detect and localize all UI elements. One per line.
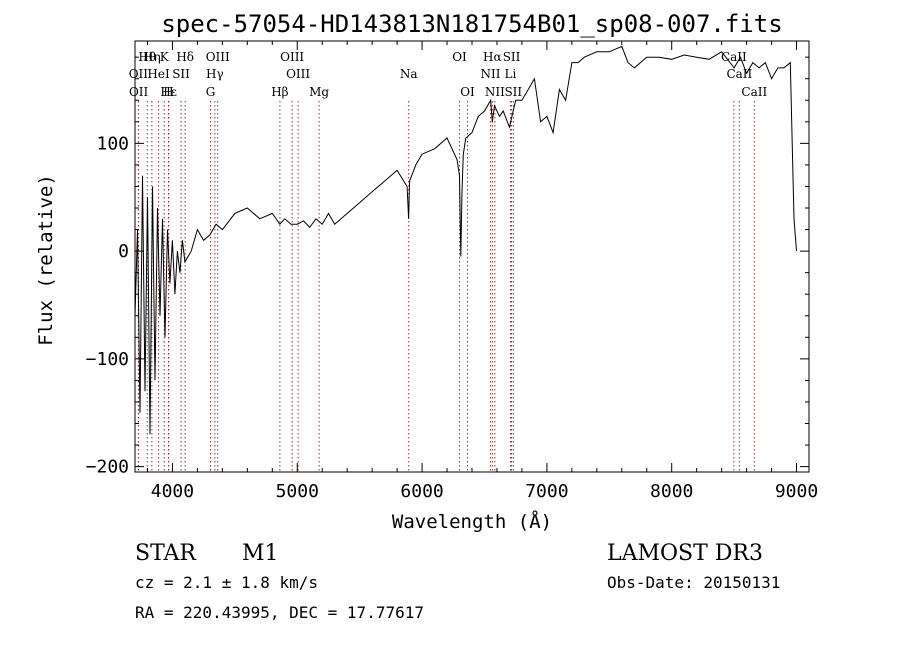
spectral-line-label: SII [504, 85, 522, 99]
object-type: STAR [135, 541, 197, 566]
spectral-line-label: HeI [147, 67, 170, 81]
spectral-line-label: Hδ [176, 50, 194, 64]
y-tick-label: 0 [118, 241, 129, 262]
x-tick-label: 4000 [151, 481, 194, 502]
x-tick-label: 6000 [400, 481, 443, 502]
spectral-line-label: NII [485, 85, 505, 99]
spectral-line-label: OIII [286, 67, 310, 81]
spectral-line-label: Hγ [206, 67, 224, 81]
spectral-line-label: Hα [483, 50, 502, 64]
spectral-line-label: Li [505, 67, 517, 81]
plot-frame [134, 40, 810, 473]
spectral-line-label: OIII [206, 50, 230, 64]
observation-date: Obs-Date: 20150131 [607, 573, 780, 592]
spectral-line-markers [137, 101, 755, 472]
x-axis-label: Wavelength (Å) [392, 510, 552, 533]
x-tick-label: 9000 [775, 481, 818, 502]
x-tick-label: 5000 [276, 481, 319, 502]
spectral-line-label: CaII [721, 50, 747, 64]
spectral-line-label: Hθ [138, 50, 156, 64]
spectral-line-label: OI [452, 50, 467, 64]
spectral-line-label: H [163, 85, 173, 99]
spectral-line-label: Mg [309, 85, 329, 99]
spectral-line-label: Na [400, 67, 418, 81]
spectral-line-label: OII [129, 67, 149, 81]
spectral-line-label: SII [503, 50, 521, 64]
x-axis-ticks: 4000 5000 6000 7000 8000 9000 [146, 41, 818, 502]
coordinates: RA = 220.43995, DEC = 17.77617 [135, 603, 424, 622]
spectral-line-label: K [160, 50, 170, 64]
spectral-line-label: Hε [160, 85, 177, 99]
x-tick-label: 7000 [525, 481, 568, 502]
spectrum-line [134, 45, 797, 435]
y-axis-ticks: −200 −100 0 100 [86, 56, 809, 478]
object-subclass: M1 [242, 541, 279, 566]
spectral-line-label: G [206, 85, 216, 99]
spectral-line-label: CaII [741, 85, 767, 99]
spectral-line-label: OII [129, 85, 149, 99]
spectral-line-label: NII [480, 67, 500, 81]
spectral-line-label: Hη [143, 50, 161, 64]
spectral-line-label: Hβ [271, 85, 288, 99]
redshift-cz: cz = 2.1 ± 1.8 km/s [135, 573, 318, 592]
y-tick-label: 100 [96, 133, 129, 154]
x-tick-label: 8000 [650, 481, 693, 502]
chart-title: spec-57054-HD143813N181754B01_sp08-007.f… [161, 10, 782, 38]
survey-name: LAMOST DR3 [607, 541, 763, 566]
y-axis-label: Flux (relative) [35, 174, 57, 346]
spectral-line-label: OIII [280, 50, 304, 64]
y-tick-label: −100 [86, 349, 129, 370]
spectral-line-label: OI [460, 85, 475, 99]
spectral-line-label: SII [172, 67, 190, 81]
y-tick-label: −200 [86, 457, 129, 478]
